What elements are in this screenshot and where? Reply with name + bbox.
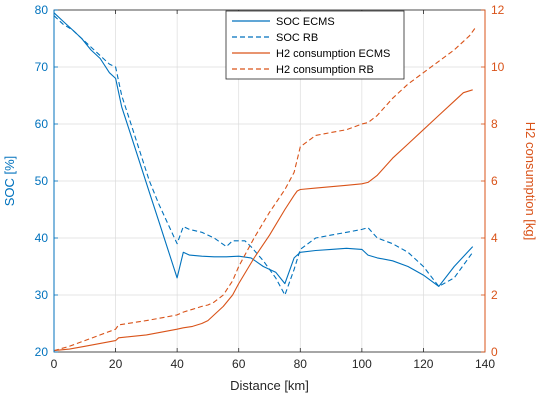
x-tick-label: 40	[170, 357, 184, 371]
series-group	[53, 12, 477, 352]
series-line-soc-rb	[53, 15, 474, 296]
legend-label-soc-rb: SOC RB	[276, 32, 318, 44]
y-left-tick-label: 70	[35, 60, 49, 74]
y-right-tick-label: 4	[491, 231, 498, 245]
legend-label-soc-ecms: SOC ECMS	[276, 16, 335, 28]
x-tick-label: 0	[51, 357, 58, 371]
y-right-tick-label: 12	[491, 3, 505, 17]
x-tick-label: 100	[352, 357, 372, 371]
y-right-tick-label: 6	[491, 174, 498, 188]
y-left-tick-label: 30	[35, 288, 49, 302]
y-right-tick-label: 8	[491, 117, 498, 131]
y-left-tick-label: 20	[35, 345, 49, 359]
series-line-h2-consumption-ecms	[53, 89, 473, 352]
x-tick-label: 60	[232, 357, 246, 371]
series-line-h2-consumption-rb	[53, 26, 477, 352]
legend-label-h2-rb: H2 consumption RB	[276, 64, 374, 76]
series-line-soc-ecms	[53, 12, 474, 287]
x-tick-label: 80	[294, 357, 308, 371]
legend: SOC ECMS SOC RB H2 consumption ECMS H2 c…	[225, 10, 405, 80]
legend-box	[225, 10, 405, 80]
x-axis-label: Distance [km]	[230, 378, 309, 393]
y-axis-right-label: H2 consumption [kg]	[523, 122, 538, 241]
y-left-tick-label: 40	[35, 231, 49, 245]
y-right-tick-label: 10	[491, 60, 505, 74]
y-axis-left-label: SOC [%]	[2, 156, 17, 207]
y-left-tick-label: 80	[35, 3, 49, 17]
legend-label-h2-ecms: H2 consumption ECMS	[276, 48, 390, 60]
y-left-tick-label: 50	[35, 174, 49, 188]
x-tick-label: 140	[475, 357, 495, 371]
ticks-group: 0 20 40 60 80 100 120 1402030405060708002468101…	[35, 3, 505, 371]
y-left-tick-label: 60	[35, 117, 49, 131]
y-right-tick-label: 2	[491, 288, 498, 302]
x-tick-label: 20	[109, 357, 123, 371]
x-tick-label: 120	[413, 357, 433, 371]
y-right-tick-label: 0	[491, 345, 498, 359]
